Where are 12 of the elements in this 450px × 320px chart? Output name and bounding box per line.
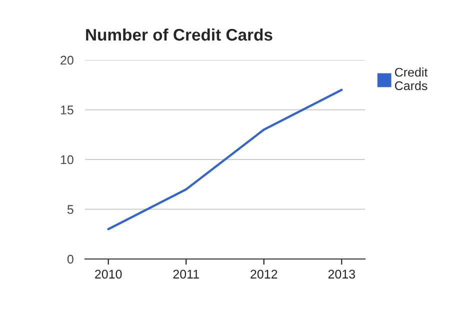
legend-label: Credit Cards [394, 68, 428, 90]
y-tick-label: 10 [60, 155, 74, 164]
x-tick-label: 2013 [328, 270, 356, 279]
y-tick-label: 15 [60, 106, 74, 114]
y-tick-label: 0 [67, 254, 74, 264]
x-tick-label: 2012 [250, 270, 278, 279]
x-tick-label: 2010 [95, 270, 122, 279]
y-tick-label: 20 [60, 56, 74, 65]
chart-title: Number of Credit Cards [86, 28, 272, 41]
x-tick-label: 2011 [173, 270, 199, 279]
y-tick-label: 5 [67, 205, 74, 214]
line-series [107, 88, 343, 230]
